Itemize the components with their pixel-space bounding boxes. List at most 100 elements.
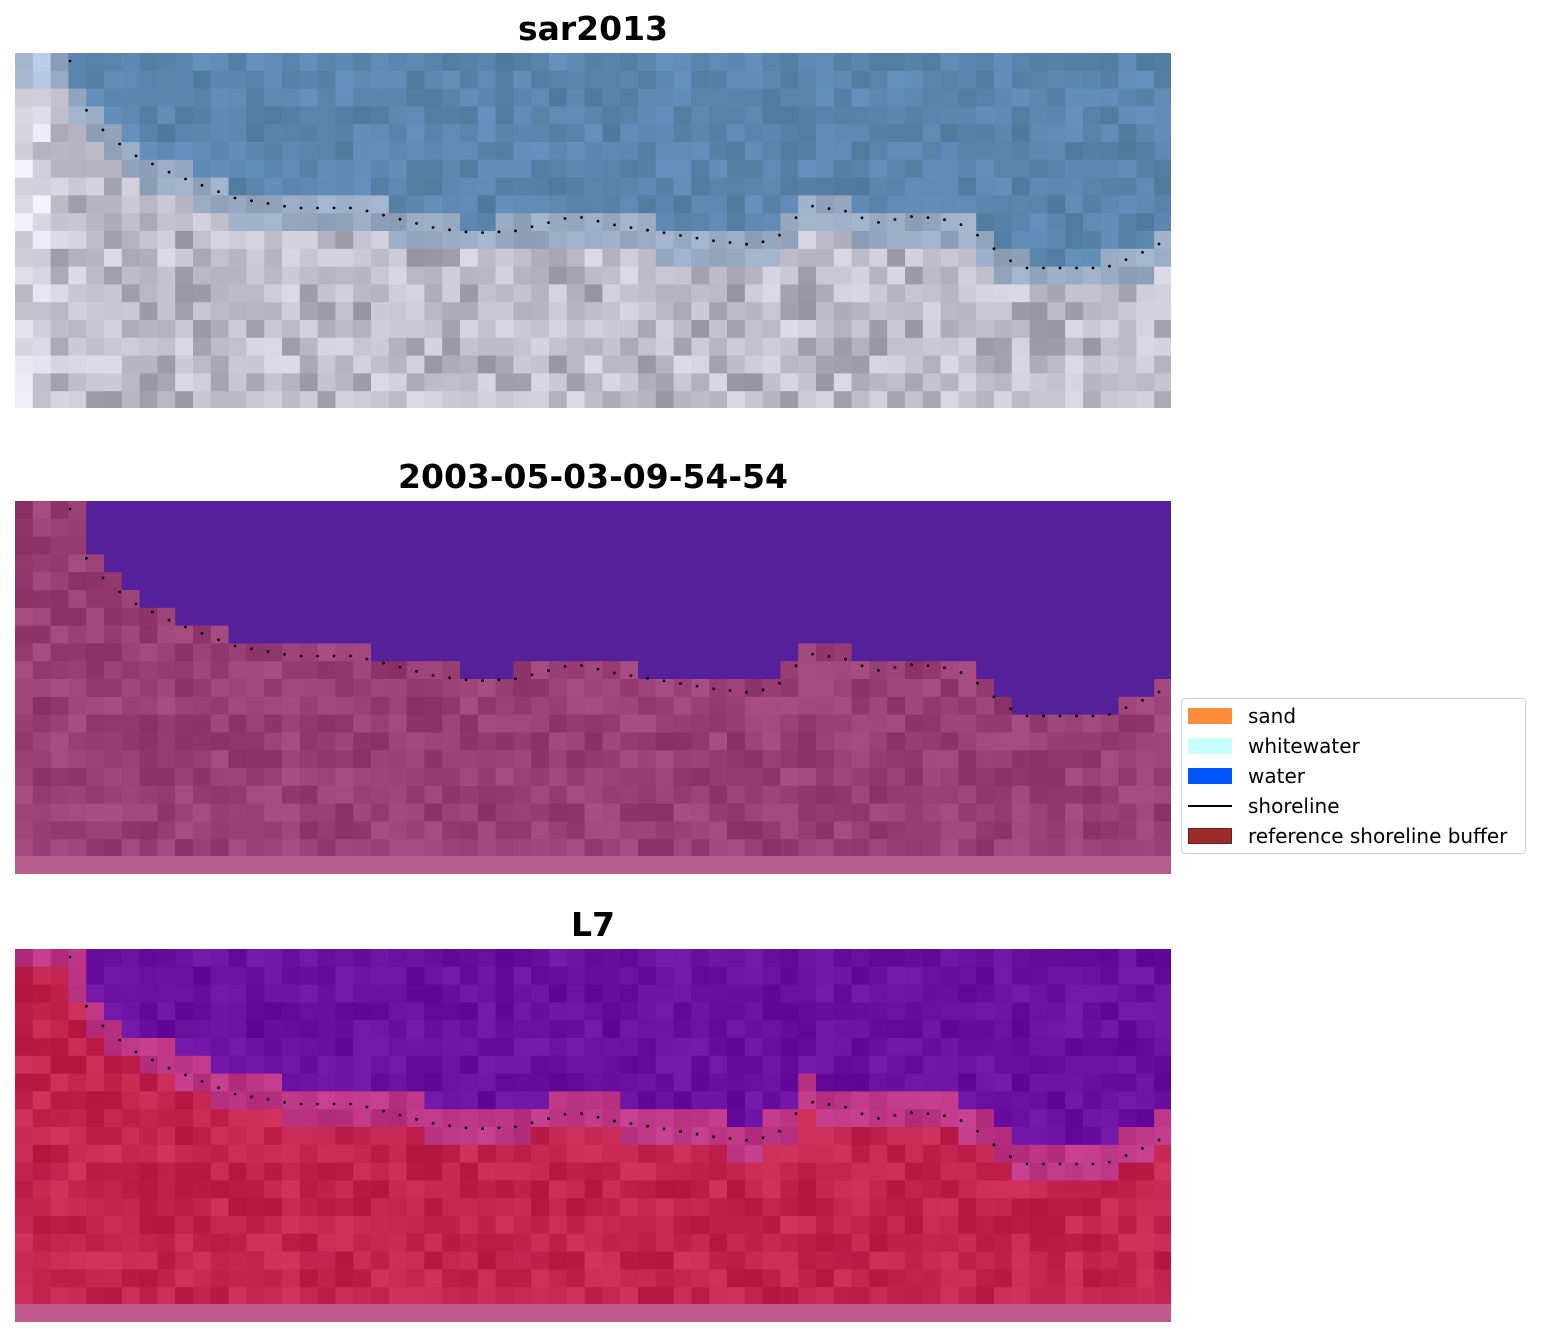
pixel-cell	[264, 231, 283, 250]
pixel-cell	[851, 768, 870, 787]
pixel-cell	[424, 1127, 443, 1146]
pixel-cell	[193, 1287, 212, 1306]
pixel-cell	[958, 320, 977, 339]
pixel-cell	[1029, 248, 1048, 268]
pixel-cell	[282, 1002, 301, 1021]
pixel-cell	[317, 177, 336, 196]
pixel-cell	[495, 373, 514, 392]
pixel-cell	[691, 966, 710, 986]
pixel-cell	[531, 70, 550, 90]
pixel-cell	[816, 536, 835, 555]
pixel-cell	[104, 750, 123, 769]
pixel-cell	[869, 266, 888, 285]
pixel-cell	[50, 53, 69, 72]
pixel-cell	[549, 373, 568, 392]
pixel-cell	[655, 821, 675, 840]
pixel-cell	[299, 1251, 319, 1270]
pixel-cell	[994, 88, 1013, 107]
pixel-cell	[1136, 839, 1155, 858]
pixel-cell	[228, 124, 247, 143]
pixel-cell	[549, 785, 568, 805]
pixel-cell	[602, 195, 621, 214]
pixel-cell	[1065, 337, 1084, 357]
pixel-cell	[157, 732, 176, 751]
pixel-cell	[1065, 320, 1084, 339]
pixel-cell	[958, 1020, 977, 1039]
pixel-cell	[994, 124, 1013, 143]
pixel-cell	[121, 1251, 141, 1270]
pixel-cell	[175, 177, 194, 196]
pixel-cell	[50, 750, 69, 769]
pixel-cell	[104, 1180, 123, 1199]
pixel-cell	[335, 142, 354, 161]
pixel-cell	[780, 821, 799, 840]
pixel-cell	[228, 373, 247, 392]
pixel-cell	[727, 501, 746, 520]
pixel-cell	[887, 768, 906, 787]
shoreline-point	[118, 590, 121, 594]
pixel-cell	[424, 1287, 443, 1306]
pixel-cell	[264, 1180, 283, 1199]
pixel-cell	[282, 248, 301, 268]
pixel-cell	[1029, 53, 1048, 72]
pixel-cell	[1154, 1269, 1171, 1288]
pixel-cell	[744, 1198, 764, 1217]
pixel-cell	[1047, 391, 1066, 408]
pixel-cell	[549, 124, 568, 143]
pixel-cell	[869, 590, 888, 609]
pixel-cell	[1154, 643, 1171, 662]
pixel-cell	[816, 337, 835, 357]
pixel-cell	[210, 732, 230, 751]
pixel-cell	[566, 679, 586, 698]
pixel-cell	[442, 572, 461, 591]
pixel-cell	[1118, 70, 1137, 90]
pixel-cell	[816, 643, 835, 662]
pixel-cell	[566, 966, 586, 986]
pixel-cell	[1011, 696, 1031, 716]
pixel-cell	[1047, 1216, 1066, 1235]
pixel-cell	[1029, 554, 1048, 573]
pixel-cell	[299, 536, 319, 555]
pixel-cell	[1029, 1287, 1048, 1306]
pixel-cell	[264, 536, 283, 555]
pixel-cell	[442, 284, 461, 303]
pixel-cell	[175, 1180, 194, 1199]
shoreline-point	[893, 1114, 897, 1117]
pixel-cell	[175, 625, 194, 644]
pixel-cell	[477, 159, 497, 179]
shoreline-point	[184, 625, 187, 629]
pixel-cell	[264, 949, 283, 968]
pixel-cell	[460, 106, 479, 125]
pixel-cell	[1154, 1055, 1171, 1075]
pixel-cell	[246, 1287, 265, 1306]
pixel-cell	[638, 1180, 657, 1199]
pixel-cell	[744, 391, 764, 408]
pixel-cell	[638, 1216, 657, 1235]
pixel-cell	[406, 231, 425, 250]
pixel-cell	[175, 337, 194, 357]
pixel-cell	[210, 536, 230, 555]
pixel-cell	[922, 248, 942, 268]
pixel-cell	[1154, 124, 1171, 143]
pixel-cell	[228, 750, 247, 769]
pixel-cell	[566, 661, 586, 680]
pixel-cell	[869, 1162, 888, 1181]
pixel-cell	[709, 1020, 728, 1039]
pixel-cell	[282, 661, 301, 680]
pixel-cell	[121, 625, 141, 644]
pixel-cell	[976, 750, 995, 769]
pixel-cell	[299, 732, 319, 751]
pixel-cell	[887, 1180, 906, 1199]
pixel-cell	[371, 355, 390, 374]
pixel-cell	[15, 1198, 34, 1217]
pixel-cell	[816, 1216, 835, 1235]
pixel-cell	[780, 1180, 799, 1199]
pixel-cell	[210, 661, 230, 680]
pixel-cell	[246, 320, 265, 339]
pixel-cell	[50, 1269, 69, 1288]
pixel-cell	[424, 803, 443, 822]
pixel-cell	[86, 590, 105, 609]
pixel-cell	[15, 1251, 34, 1270]
pixel-cell	[139, 355, 158, 374]
pixel-cell	[976, 803, 995, 822]
